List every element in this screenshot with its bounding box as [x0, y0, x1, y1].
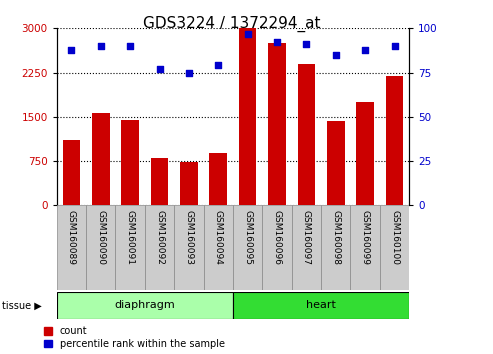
Text: GSM160095: GSM160095 — [243, 210, 252, 264]
Text: diaphragm: diaphragm — [114, 300, 175, 310]
Text: GSM160097: GSM160097 — [302, 210, 311, 264]
Bar — [262, 205, 292, 290]
Text: GSM160098: GSM160098 — [331, 210, 340, 264]
Point — [302, 41, 310, 47]
Point — [126, 43, 134, 49]
Bar — [86, 205, 115, 290]
Bar — [386, 75, 403, 205]
Bar — [204, 205, 233, 290]
Bar — [268, 43, 286, 205]
Bar — [174, 205, 204, 290]
Bar — [121, 120, 139, 205]
Text: heart: heart — [306, 300, 336, 310]
Point — [332, 52, 340, 58]
Text: GSM160099: GSM160099 — [360, 210, 370, 264]
Legend: count, percentile rank within the sample: count, percentile rank within the sample — [44, 326, 225, 349]
Text: GSM160090: GSM160090 — [96, 210, 106, 264]
Text: GSM160100: GSM160100 — [390, 210, 399, 264]
Bar — [298, 64, 315, 205]
Bar — [57, 292, 233, 319]
Point — [390, 43, 398, 49]
Bar — [380, 205, 409, 290]
Bar — [180, 162, 198, 205]
Bar — [351, 205, 380, 290]
Text: GSM160089: GSM160089 — [67, 210, 76, 264]
Point — [68, 47, 75, 52]
Bar — [233, 205, 262, 290]
Bar — [292, 205, 321, 290]
Bar — [210, 153, 227, 205]
Point — [214, 63, 222, 68]
Point — [156, 66, 164, 72]
Point — [244, 31, 251, 36]
Bar — [92, 113, 109, 205]
Bar — [115, 205, 145, 290]
Text: GSM160094: GSM160094 — [214, 210, 223, 264]
Text: tissue ▶: tissue ▶ — [2, 300, 42, 310]
Text: GSM160093: GSM160093 — [184, 210, 193, 264]
Bar — [57, 205, 86, 290]
Bar — [145, 205, 174, 290]
Bar — [327, 121, 345, 205]
Text: GSM160092: GSM160092 — [155, 210, 164, 264]
Point — [185, 70, 193, 75]
Point — [361, 47, 369, 52]
Bar — [356, 102, 374, 205]
Text: GSM160096: GSM160096 — [273, 210, 282, 264]
Point — [273, 40, 281, 45]
Bar — [151, 158, 168, 205]
Text: GSM160091: GSM160091 — [126, 210, 135, 264]
Bar — [233, 292, 409, 319]
Text: GDS3224 / 1372294_at: GDS3224 / 1372294_at — [143, 16, 320, 32]
Bar — [63, 141, 80, 205]
Bar — [321, 205, 351, 290]
Point — [97, 43, 105, 49]
Bar — [239, 28, 256, 205]
